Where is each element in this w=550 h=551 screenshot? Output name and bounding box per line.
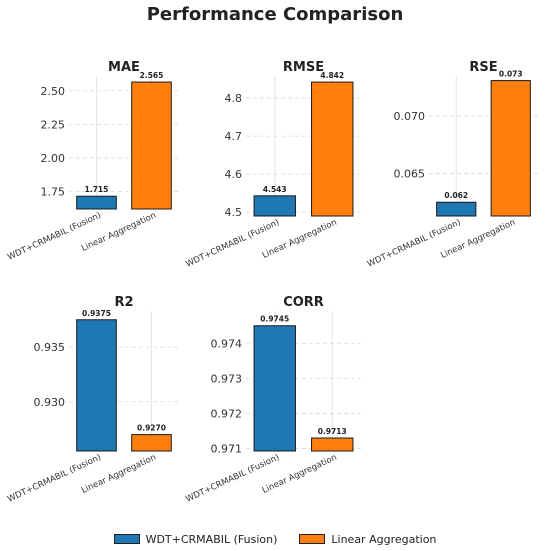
ytick-label-corr-2: 0.973 xyxy=(211,372,243,385)
value-label-r2-fusion: 0.9375 xyxy=(82,309,111,318)
xtick-label-r2-fusion: WDT+CRMABIL (Fusion) xyxy=(6,453,103,505)
ytick-label-corr-0: 0.971 xyxy=(211,443,243,456)
subplot-title-r2: R2 xyxy=(114,295,133,310)
ytick-label-mae-3: 2.50 xyxy=(41,85,66,98)
subplot-title-rse: RSE xyxy=(469,60,497,75)
value-label-rmse-fusion: 4.543 xyxy=(263,185,287,194)
bar-rmse-linear xyxy=(311,81,354,217)
ytick-label-rmse-0: 4.5 xyxy=(225,206,243,219)
legend-item-linear: Linear Aggregation xyxy=(299,533,436,546)
legend-swatch-fusion xyxy=(113,534,140,544)
ytick-label-corr-1: 0.972 xyxy=(211,407,243,420)
bar-corr-fusion xyxy=(253,325,296,452)
xtick-label-rmse-fusion: WDT+CRMABIL (Fusion) xyxy=(184,218,281,270)
value-label-mae-linear: 2.565 xyxy=(140,71,164,80)
value-label-corr-linear: 0.9713 xyxy=(318,427,347,436)
bar-rmse-fusion xyxy=(253,195,296,217)
value-label-rmse-linear: 4.842 xyxy=(320,71,344,80)
ytick-label-corr-3: 0.974 xyxy=(211,337,243,350)
value-label-r2-linear: 0.9270 xyxy=(137,424,166,433)
legend-item-fusion: WDT+CRMABIL (Fusion) xyxy=(113,532,278,546)
xtick-label-corr-fusion: WDT+CRMABIL (Fusion) xyxy=(184,453,281,505)
ytick-label-rmse-1: 4.6 xyxy=(225,168,243,181)
legend-swatch-linear xyxy=(299,534,326,544)
xtick-label-rse-fusion: WDT+CRMABIL (Fusion) xyxy=(366,218,463,270)
subplot-title-mae: MAE xyxy=(108,60,140,75)
ytick-label-mae-1: 2.00 xyxy=(41,152,66,165)
figure-title: Performance Comparison xyxy=(146,4,404,25)
bar-corr-linear xyxy=(311,437,354,452)
legend-label-linear: Linear Aggregation xyxy=(331,532,437,546)
bar-r2-linear xyxy=(131,434,172,452)
ytick-label-rmse-2: 4.7 xyxy=(225,130,243,143)
ytick-label-r2-0: 0.930 xyxy=(34,396,66,409)
subplot-title-rmse: RMSE xyxy=(283,60,324,75)
legend: WDT+CRMABIL (Fusion) Linear Aggregation xyxy=(0,531,550,547)
ytick-label-rse-1: 0.070 xyxy=(394,110,426,123)
value-label-rse-fusion: 0.062 xyxy=(444,191,468,200)
value-label-rse-linear: 0.073 xyxy=(499,70,523,79)
ytick-label-rmse-3: 4.8 xyxy=(225,92,243,105)
ytick-label-rse-0: 0.065 xyxy=(394,168,426,181)
subplot-r2: 0.930 0.935 0.9375 0.9270 R2 WDT+CRMABIL (Fus… xyxy=(6,295,179,505)
value-label-corr-fusion: 0.9745 xyxy=(260,315,289,324)
subplot-title-corr: CORR xyxy=(283,295,324,310)
xtick-label-mae-fusion: WDT+CRMABIL (Fusion) xyxy=(6,211,103,263)
subplot-corr: 0.971 0.972 0.973 0.974 0.9745 0.9713 CORR WDT+… xyxy=(184,295,361,505)
bar-mae-linear xyxy=(131,81,172,210)
bar-rse-linear xyxy=(490,80,531,217)
ytick-label-r2-1: 0.935 xyxy=(34,341,66,354)
bar-mae-fusion xyxy=(76,195,117,210)
value-label-mae-fusion: 1.715 xyxy=(85,185,109,194)
bar-r2-fusion xyxy=(76,319,117,452)
bar-rse-fusion xyxy=(436,201,477,217)
ytick-label-mae-2: 2.25 xyxy=(41,118,66,131)
legend-label-fusion: WDT+CRMABIL (Fusion) xyxy=(145,532,278,546)
ytick-label-mae-0: 1.75 xyxy=(41,186,66,199)
